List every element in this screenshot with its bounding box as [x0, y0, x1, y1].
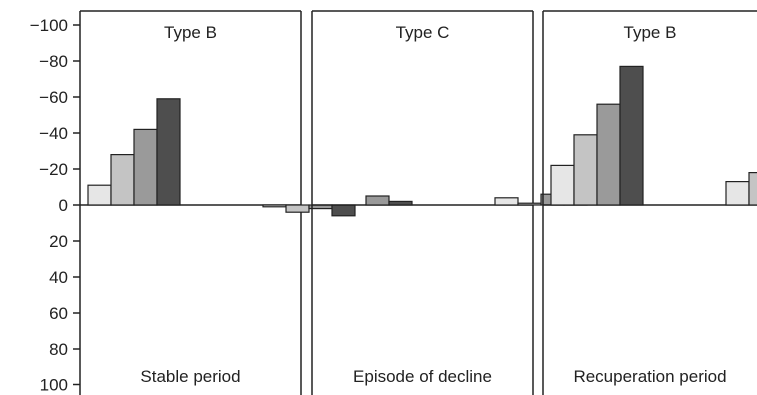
bar — [87, 184, 112, 206]
bar — [619, 65, 644, 206]
y-axis: −100 −80 −60 −40 −20 0 20 40 60 80 100 — [30, 11, 81, 395]
panel-title: Type C — [396, 23, 450, 42]
panel-3: Type B Recuperation period — [542, 10, 757, 395]
bar — [517, 202, 542, 206]
y-tick-label: 40 — [49, 268, 68, 287]
panel-title: Type B — [164, 23, 217, 42]
bar — [331, 204, 356, 217]
panel-title: Type B — [624, 23, 677, 42]
y-tick-label: 100 — [40, 376, 68, 395]
bar — [596, 103, 621, 206]
bar — [133, 128, 158, 206]
y-tick-label: −100 — [30, 16, 68, 35]
bar — [285, 204, 310, 213]
y-tick-label: −80 — [39, 52, 68, 71]
bar — [725, 181, 750, 206]
bar — [156, 98, 181, 206]
bar — [110, 154, 135, 206]
panel-caption: Episode of decline — [353, 367, 492, 386]
panel-caption: Stable period — [140, 367, 240, 386]
bar — [494, 197, 519, 206]
panels: Type B Stable period Type C Episode of decl… — [80, 10, 757, 395]
panel-1: Type B Stable period — [80, 10, 356, 395]
y-tick-label: 80 — [49, 340, 68, 359]
y-tick-label: 20 — [49, 232, 68, 251]
bar — [365, 195, 390, 206]
bar — [573, 134, 598, 206]
bar — [388, 200, 413, 206]
bar — [748, 172, 757, 206]
y-tick-label: −20 — [39, 160, 68, 179]
y-tick-label: 60 — [49, 304, 68, 323]
bar — [262, 204, 287, 208]
panel-caption: Recuperation period — [573, 367, 726, 386]
panel-2: Type C Episode of decline — [311, 10, 588, 395]
bar — [550, 164, 575, 206]
y-tick-label: −60 — [39, 88, 68, 107]
y-tick-label: −40 — [39, 124, 68, 143]
y-tick-label: 0 — [59, 196, 68, 215]
